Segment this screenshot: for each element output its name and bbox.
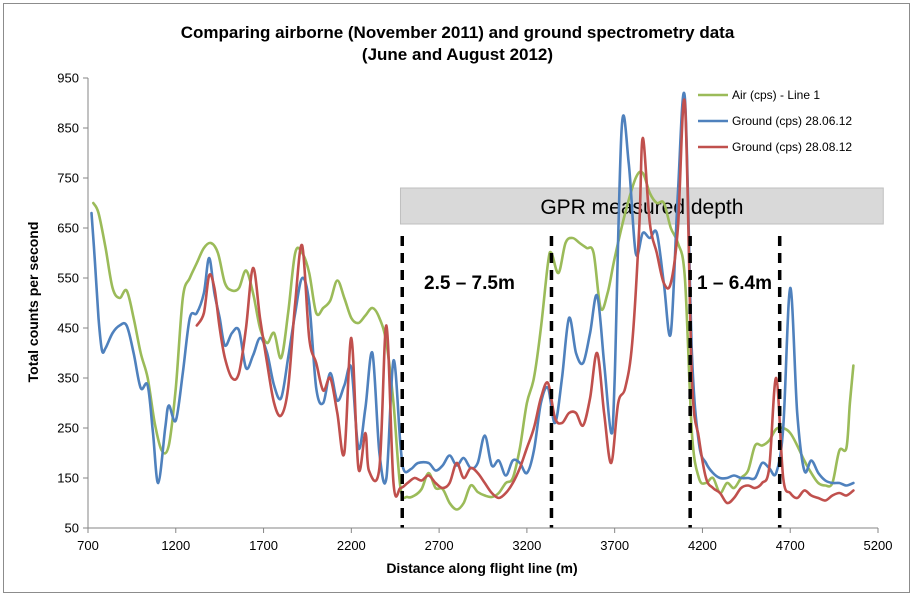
chart-title: Comparing airborne (November 2011) and g… [0,22,915,66]
y-axis-label: Total counts per second [25,222,41,383]
y-tick-label: 850 [57,121,79,136]
y-tick-label: 150 [57,471,79,486]
y-tick-label: 950 [57,71,79,86]
y-tick-label: 50 [65,521,79,536]
x-tick-label: 700 [77,538,99,553]
x-tick-label: 1700 [249,538,278,553]
x-tick-label: 2200 [337,538,366,553]
y-tick-label: 250 [57,421,79,436]
y-tick-label: 350 [57,371,79,386]
chart-title-line2: (June and August 2012) [361,45,554,64]
x-tick-label: 4200 [688,538,717,553]
chart-frame [3,3,910,593]
x-tick-label: 3700 [600,538,629,553]
depth-label-1: 2.5 – 7.5m [424,273,515,294]
series-lines [90,91,855,511]
series-ground-28-08-12 [195,98,855,505]
gpr-box-label: GPR measured depth [540,196,743,219]
depth-dashed-lines [400,236,782,528]
y-tick-label: 550 [57,271,79,286]
x-tick-label: 1200 [161,538,190,553]
depth-labels: 2.5 – 7.5m 1 – 6.4m [424,273,772,294]
legend-item-ground-june-label: Ground (cps) 28.06.12 [732,114,852,128]
legend-item-air-label: Air (cps) - Line 1 [732,88,820,102]
legend: Air (cps) - Line 1 Ground (cps) 28.06.12 G… [698,88,852,154]
y-tick-label: 650 [57,221,79,236]
y-tick-label: 750 [57,171,79,186]
series-air-line-1 [92,170,855,511]
y-tick-label: 450 [57,321,79,336]
x-tick-label: 4700 [776,538,805,553]
gpr-box [399,187,884,225]
gpr-annotation: GPR measured depth [399,187,884,225]
chart-title-line1: Comparing airborne (November 2011) and g… [180,23,735,42]
x-tick-label: 3200 [512,538,541,553]
plot-area: GPR measured depth 2.5 – 7.5m 1 – 6.4m [90,91,884,528]
x-axis-label: Distance along flight line (m) [386,560,577,576]
depth-label-2: 1 – 6.4m [697,273,772,294]
x-tick-label: 5200 [864,538,893,553]
x-tick-label: 2700 [425,538,454,553]
axes: 50 150 250 350 450 550 650 750 850 950 700 1200 1700… [57,71,892,554]
legend-item-ground-august-label: Ground (cps) 28.08.12 [732,140,852,154]
